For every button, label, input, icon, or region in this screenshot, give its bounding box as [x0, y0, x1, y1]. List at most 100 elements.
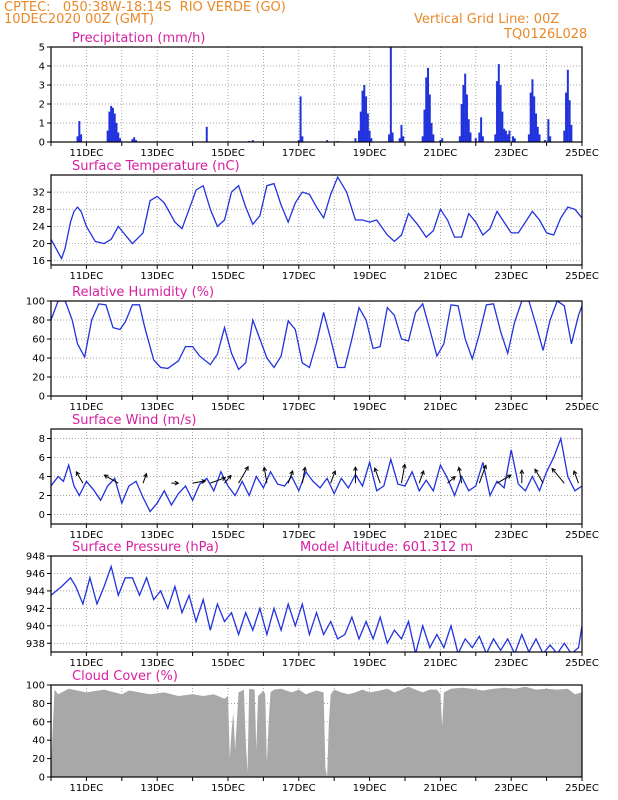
date-label: 19DEC	[353, 271, 387, 282]
date-label: 11DEC	[70, 271, 104, 282]
wind-arrow-shaft	[301, 467, 306, 484]
wind-y-tick-label: 2	[39, 491, 45, 502]
date-label: 21DEC	[424, 148, 458, 159]
wind-arrow	[103, 474, 119, 484]
cloud-y-tick-label: 0	[39, 773, 45, 784]
date-label: 13DEC	[140, 402, 174, 413]
precip-bar	[563, 130, 566, 142]
precip-bar	[499, 85, 502, 142]
precip-frame	[50, 46, 583, 143]
pressure-y-tick-label: 948	[26, 552, 45, 563]
wind-arrow	[447, 476, 456, 484]
precip-bar	[425, 77, 428, 142]
wind-arrow	[192, 479, 207, 484]
wind-arrow-head	[289, 469, 294, 475]
pressure-series	[51, 564, 582, 652]
date-label: 11DEC	[70, 783, 104, 794]
precip-bar	[78, 121, 81, 142]
precip-bar	[389, 47, 392, 142]
wind-arrow-shaft	[75, 471, 84, 484]
date-label: 25DEC	[565, 148, 599, 159]
wind-title: Surface Wind (m/s)	[72, 413, 196, 428]
rh-y-tick-label: 0	[39, 392, 45, 403]
wind-arrow-head	[244, 465, 249, 471]
pressure-line	[51, 564, 582, 652]
precip-bar	[76, 136, 79, 142]
precip-bar	[534, 113, 537, 142]
precip-bar	[427, 67, 430, 142]
precip-bar	[113, 113, 116, 142]
precip-bar	[361, 90, 364, 142]
date-label: 17DEC	[282, 530, 316, 541]
wind-arrow	[224, 474, 232, 484]
precip-bar	[568, 100, 571, 142]
cloud-title: Cloud Cover (%)	[72, 669, 178, 684]
date-label: 17DEC	[282, 271, 316, 282]
precip-bar	[400, 124, 403, 142]
temp-y-tick-label: 28	[32, 205, 45, 216]
precip-bar	[115, 123, 118, 142]
precip-bar	[464, 73, 467, 142]
precip-bar	[359, 111, 362, 142]
precip-bar	[496, 81, 499, 142]
wind-y-tick-label: 8	[39, 434, 45, 445]
date-label: 17DEC	[282, 783, 316, 794]
precip-bar	[460, 104, 463, 142]
wind-arrow-shaft	[224, 475, 232, 484]
precip-bar	[565, 92, 568, 142]
precip-bar	[388, 134, 391, 142]
date-label: 25DEC	[565, 271, 599, 282]
precip-bar	[506, 134, 509, 142]
wind-arrow-head	[373, 467, 379, 473]
precip-bar	[549, 136, 552, 142]
temp-series	[51, 175, 582, 261]
cloud-y-tick-label: 20	[32, 754, 45, 765]
precip-bar	[366, 113, 369, 142]
date-label: 23DEC	[494, 402, 528, 413]
rh-series	[51, 301, 582, 371]
precip-bar	[134, 140, 137, 142]
cloud-y-tick-label: 40	[32, 736, 45, 747]
header-station: CPTEC: 050:38W-18:14S RIO VERDE (GO)	[4, 0, 286, 15]
precip-bar	[402, 136, 405, 142]
wind-arrow-head	[103, 474, 109, 479]
wind-arrow-shaft	[287, 470, 294, 484]
wind-arrow-shaft	[447, 476, 456, 484]
wind-arrow	[238, 465, 249, 484]
precip-bar	[421, 136, 424, 142]
precip-bar	[354, 138, 357, 142]
wind-arrow-head	[482, 464, 487, 470]
wind-y-tick-label: 0	[39, 510, 45, 521]
precip-bar	[391, 132, 394, 142]
precip-bar	[474, 138, 477, 142]
precip-y-tick-label: 1	[39, 119, 45, 130]
precip-panel: Precipitation (mm/h) 0 1 2 3 4 5 11DEC 13DEC 15DE…	[39, 31, 599, 159]
precip-y-tick-label: 2	[39, 100, 45, 111]
wind-arrow-head	[401, 463, 407, 469]
rh-y-tick-label: 60	[32, 335, 45, 346]
precip-bar	[106, 130, 109, 142]
precip-bar	[117, 132, 120, 142]
precip-bar	[538, 134, 541, 142]
header-model-code: TQ0126L028	[504, 27, 588, 42]
cloud-series	[51, 686, 582, 777]
pressure-frame	[50, 555, 583, 653]
date-label: 21DEC	[424, 530, 458, 541]
date-label: 17DEC	[282, 402, 316, 413]
wind-arrows	[75, 463, 579, 486]
date-label: 23DEC	[494, 783, 528, 794]
precip-bar	[370, 138, 373, 142]
wind-arrow	[457, 466, 463, 484]
pressure-y-tick-label: 946	[26, 569, 45, 580]
wind-arrow	[418, 469, 425, 484]
wind-arrow-shaft	[551, 468, 565, 484]
precip-bar	[326, 140, 329, 142]
wind-arrow-shaft	[573, 470, 579, 484]
precip-bar	[398, 138, 401, 142]
precip-bar	[469, 132, 472, 142]
rh-y-tick-label: 40	[32, 354, 45, 365]
wind-arrow	[572, 469, 579, 484]
wind-arrow-head	[420, 469, 425, 475]
pressure-y-tick-label: 940	[26, 621, 45, 632]
date-label: 19DEC	[353, 658, 387, 669]
